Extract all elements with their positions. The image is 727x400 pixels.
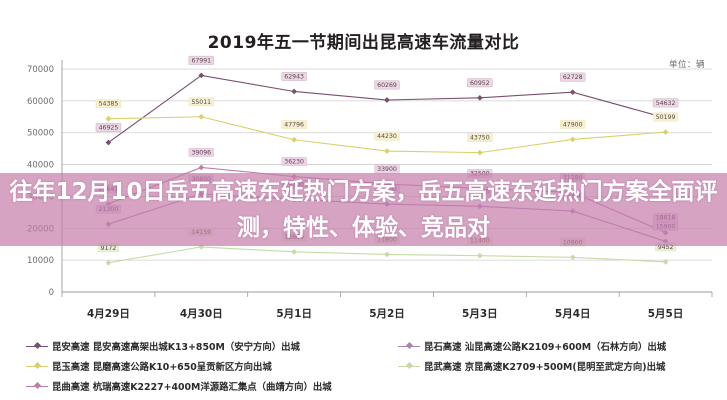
series-point — [569, 89, 576, 95]
y-axis-tick: 60000 — [27, 97, 54, 107]
series-point — [384, 148, 390, 154]
legend-marker-icon — [26, 381, 48, 391]
data-label-box — [281, 120, 307, 130]
legend-item-昆石高速[interactable]: 昆石高速 汕昆高速公路K2109+600M（石林方向）出城 — [398, 336, 666, 356]
data-label: 60269 — [377, 82, 397, 89]
legend-marker-icon — [398, 361, 420, 371]
data-label: 46925 — [99, 125, 119, 132]
x-axis-tick: 5月5日 — [648, 308, 684, 320]
legend-item-昆玉高速[interactable]: 昆玉高速 昆磨高速公路K10+650呈贡新区方向出城 — [26, 356, 332, 376]
chart-unit-note: 单位：辆 — [668, 60, 705, 70]
series-point — [569, 254, 576, 261]
legend-column-left: 昆安高速 昆安高速高架出城K13+850M（安宁方向）出城 昆玉高速 昆磨高速公路… — [26, 336, 332, 396]
legend-item-label: 昆武高速 京昆高速K2709+500M(昆明至武定方向)出城 — [424, 362, 666, 373]
series-point — [662, 129, 669, 135]
chart-title: 2019年五一节期间出昆高速车流量对比 — [207, 33, 520, 53]
data-label: 67991 — [191, 57, 211, 64]
series-point — [291, 249, 297, 255]
data-label: 54632 — [656, 100, 676, 107]
data-label: 47796 — [284, 122, 304, 129]
x-axis-tick: 5月4日 — [555, 308, 591, 320]
data-label-box — [188, 147, 214, 157]
data-label-box — [188, 55, 214, 65]
data-label: 9452 — [658, 244, 674, 251]
overlay-banner-text: 往年12月10日岳五高速东延热门方案，岳五高速东延热门方案全面评测，特性、体验、… — [9, 178, 718, 241]
series-point — [291, 136, 297, 143]
series-point — [569, 136, 576, 143]
data-label-box — [281, 72, 307, 81]
y-axis-tick: 0 — [49, 288, 54, 298]
data-label-box — [560, 72, 586, 82]
data-label-box — [281, 157, 307, 166]
legend-marker-icon — [398, 341, 420, 351]
data-label: 39096 — [191, 149, 211, 156]
data-label-box — [374, 80, 400, 90]
legend-marker-icon — [26, 341, 48, 351]
y-axis-tick: 70000 — [27, 65, 54, 75]
data-label: 36230 — [284, 159, 304, 166]
data-label: 43750 — [470, 135, 490, 142]
series-point — [477, 94, 483, 101]
data-label-box — [374, 131, 400, 141]
legend-item-昆武高速[interactable]: 昆武高速 京昆高速K2709+500M(昆明至武定方向)出城 — [398, 356, 666, 376]
data-label: 55011 — [191, 99, 211, 106]
data-label: 44230 — [377, 133, 397, 140]
data-label: 62728 — [563, 74, 583, 81]
legend-item-label: 昆玉高速 昆磨高速公路K10+650呈贡新区方向出城 — [52, 362, 272, 373]
data-label: 47900 — [563, 121, 583, 128]
series-point — [198, 113, 205, 120]
legend-item-昆曲高速[interactable]: 昆曲高速 杭瑞高速K2227+400M洋源路汇集点（曲靖方向）出城 — [26, 376, 332, 396]
data-label-box — [652, 112, 679, 122]
data-label-box — [467, 133, 493, 142]
series-point — [384, 251, 390, 258]
series-point — [477, 252, 483, 259]
legend-item-昆安高速[interactable]: 昆安高速 昆安高速高架出城K13+850M（安宁方向）出城 — [26, 336, 332, 356]
x-axis-tick: 5月3日 — [462, 308, 498, 320]
series-point — [105, 115, 112, 122]
data-label-box — [95, 99, 122, 109]
legend-marker-icon — [26, 361, 48, 371]
legend-column-right: 昆石高速 汕昆高速公路K2109+600M（石林方向）出城 昆武高速 京昆高速K2… — [398, 336, 666, 376]
data-label: 33900 — [377, 166, 397, 173]
x-axis-tick: 5月2日 — [369, 308, 405, 320]
data-label-box — [467, 78, 493, 88]
x-axis-tick: 5月1日 — [276, 308, 312, 320]
chart-legend: 昆安高速 昆安高速高架出城K13+850M（安宁方向）出城 昆玉高速 昆磨高速公路… — [0, 336, 727, 400]
data-label-box — [95, 123, 122, 132]
series-point — [198, 164, 205, 171]
y-axis-tick: 40000 — [27, 161, 54, 171]
legend-item-label: 昆曲高速 杭瑞高速K2227+400M洋源路汇集点（曲靖方向）出城 — [52, 382, 332, 393]
y-axis-tick: 10000 — [27, 256, 54, 266]
data-label: 62943 — [284, 73, 304, 80]
data-label-box — [560, 119, 586, 129]
series-point — [291, 88, 297, 95]
data-label: 9172 — [101, 245, 117, 252]
overlay-banner: 往年12月10日岳五高速东延热门方案，岳五高速东延热门方案全面评测，特性、体验、… — [0, 173, 727, 246]
series-point — [198, 72, 205, 79]
legend-item-label: 昆安高速 昆安高速高架出城K13+850M（安宁方向）出城 — [52, 342, 300, 353]
series-point — [662, 259, 669, 265]
series-point — [384, 97, 390, 103]
data-label: 60952 — [470, 80, 490, 87]
data-label-box — [652, 98, 679, 108]
series-point — [105, 139, 112, 146]
y-axis-tick: 50000 — [27, 129, 54, 139]
x-axis-tick: 4月29日 — [87, 308, 130, 320]
series-point — [477, 149, 483, 156]
legend-item-label: 昆石高速 汕昆高速公路K2109+600M（石林方向）出城 — [424, 342, 667, 353]
x-axis-tick: 4月30日 — [180, 308, 223, 320]
data-label-box — [188, 97, 214, 107]
data-label: 50199 — [656, 114, 676, 121]
data-label: 54385 — [99, 101, 119, 108]
series-point — [105, 259, 112, 266]
